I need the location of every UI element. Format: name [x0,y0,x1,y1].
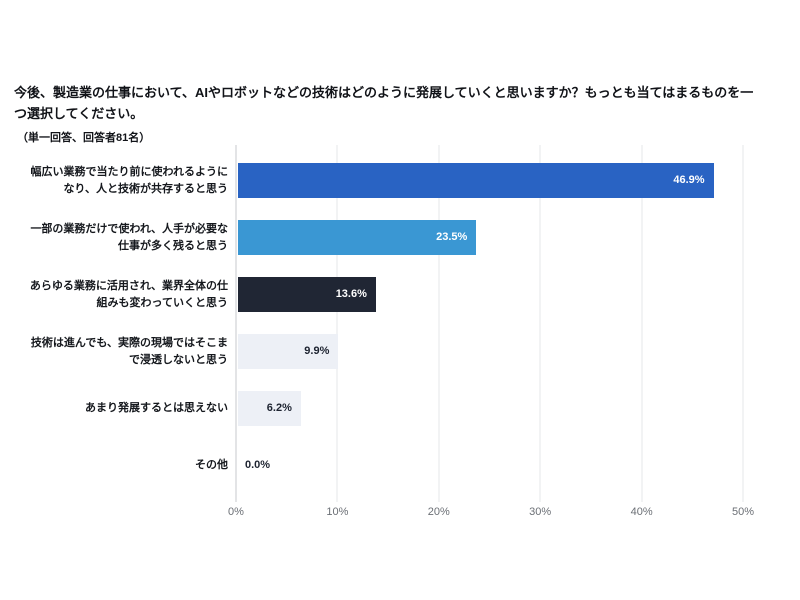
bar-track: 13.6% [237,266,744,323]
bar-track: 0.0% [237,437,744,494]
bar-track: 46.9% [237,152,744,209]
bar: 23.5% [238,220,477,255]
chart-title: 今後、製造業の仕事において、AIやロボットなどの技術はどのように発展していくと思… [14,85,754,121]
category-label: あらゆる業務に活用され、業界全体の仕組みも変わっていくと思う [29,279,228,309]
bar: 46.9% [238,163,714,198]
value-label: 13.6% [335,288,367,300]
x-tick-label: 20% [427,506,450,518]
gridline [742,145,744,502]
chart-row: 技術は進んでも、実際の現場ではそこまで浸透しないと思う 9.9% [0,323,800,380]
gridline [641,145,643,502]
chart-row: 幅広い業務で当たり前に使われるようになり、人と技術が共存すると思う 46.9% [0,152,800,209]
chart-row: あまり発展するとは思えない 6.2% [0,380,800,437]
chart-row: 一部の業務だけで使われ、人手が必要な仕事が多く残ると思う 23.5% [0,209,800,266]
x-tick-label: 10% [326,506,349,518]
chart-row: その他 0.0% [0,437,800,494]
bar-track: 6.2% [237,380,744,437]
x-tick-label: 50% [731,506,755,518]
category-label: その他 [195,459,228,471]
bar: 6.2% [238,391,301,426]
x-tick-label: 30% [529,506,552,518]
category-label: 技術は進んでも、実際の現場ではそこまで浸透しないと思う [30,336,228,366]
bar-track: 9.9% [237,323,744,380]
x-tick-label: 40% [630,506,653,518]
bar-track: 23.5% [237,209,744,266]
y-axis-line [235,145,237,502]
value-label: 9.9% [304,345,330,357]
bar: 9.9% [238,334,339,369]
x-tick-label: 0% [228,506,244,518]
category-label: あまり発展するとは思えない [85,402,228,414]
category-label: 一部の業務だけで使われ、人手が必要な仕事が多く残ると思う [30,222,228,252]
category-label: 幅広い業務で当たり前に使われるようになり、人と技術が共存すると思う [30,165,228,195]
value-label: 23.5% [436,231,468,243]
value-label: 6.2% [266,402,292,414]
chart-row: あらゆる業務に活用され、業界全体の仕組みも変わっていくと思う 13.6% [0,266,800,323]
gridline [336,145,338,502]
chart-subtitle: （単一回答、回答者81名） [17,132,151,144]
value-label: 0.0% [245,459,271,471]
gridline [438,145,440,502]
bar: 13.6% [238,277,376,312]
gridline [539,145,541,502]
value-label: 46.9% [673,174,705,186]
plot-area [235,145,744,502]
x-axis: 0% 10% 20% 30% 40% 50% [228,506,754,522]
